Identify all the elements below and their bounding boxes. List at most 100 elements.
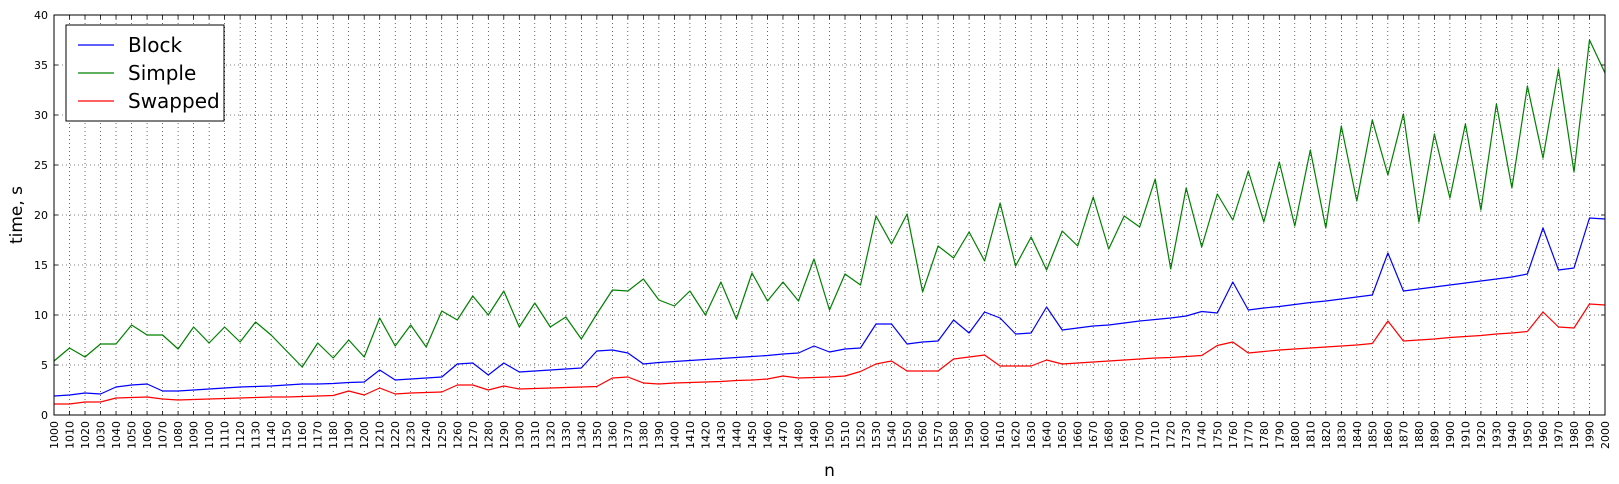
x-tick-label: 1720 — [1165, 421, 1178, 449]
x-tick-label: 1030 — [95, 421, 108, 449]
x-tick-label: 1040 — [110, 421, 123, 449]
x-tick-label: 1140 — [265, 421, 278, 449]
legend-label-simple: Simple — [128, 61, 196, 85]
x-tick-label: 1340 — [575, 421, 588, 449]
x-tick-label: 1230 — [405, 421, 418, 449]
y-tick-label: 40 — [34, 9, 48, 22]
x-tick-label: 1490 — [808, 421, 821, 449]
x-tick-label: 1390 — [653, 421, 666, 449]
x-tick-label: 1120 — [234, 421, 247, 449]
x-tick-label: 1460 — [761, 421, 774, 449]
x-tick-label: 1190 — [343, 421, 356, 449]
x-tick-label: 1020 — [79, 421, 92, 449]
x-tick-label: 1860 — [1382, 421, 1395, 449]
x-tick-label: 1300 — [513, 421, 526, 449]
x-tick-label: 1620 — [1010, 421, 1023, 449]
x-tick-label: 1150 — [281, 421, 294, 449]
y-tick-label: 20 — [34, 209, 48, 222]
x-tick-label: 1700 — [1134, 421, 1147, 449]
x-tick-label: 1440 — [730, 421, 743, 449]
x-tick-label: 1500 — [824, 421, 837, 449]
x-tick-label: 1470 — [777, 421, 790, 449]
x-tick-label: 1200 — [358, 421, 371, 449]
x-tick-label: 1670 — [1087, 421, 1100, 449]
x-tick-label: 1770 — [1242, 421, 1255, 449]
x-tick-label: 1510 — [839, 421, 852, 449]
x-tick-label: 1270 — [467, 421, 480, 449]
x-axis-label: n — [824, 461, 835, 481]
x-tick-label: 1930 — [1490, 421, 1503, 449]
x-tick-label: 1220 — [389, 421, 402, 449]
x-tick-label: 1210 — [374, 421, 387, 449]
x-tick-label: 1260 — [451, 421, 464, 449]
x-tick-label: 1060 — [141, 421, 154, 449]
x-tick-label: 1310 — [529, 421, 542, 449]
ticks: 1000 1010 1020 1030 1040 1050 1060 1070 1080 1090… — [34, 9, 1612, 449]
x-tick-label: 1650 — [1056, 421, 1069, 449]
x-tick-label: 1850 — [1366, 421, 1379, 449]
x-tick-label: 1600 — [979, 421, 992, 449]
x-tick-label: 1250 — [436, 421, 449, 449]
x-tick-label: 1760 — [1227, 421, 1240, 449]
x-tick-label: 1290 — [498, 421, 511, 449]
x-tick-label: 1420 — [699, 421, 712, 449]
x-tick-label: 1320 — [544, 421, 557, 449]
x-tick-label: 1180 — [327, 421, 340, 449]
x-tick-label: 1090 — [188, 421, 201, 449]
x-tick-label: 1890 — [1428, 421, 1441, 449]
y-tick-label: 30 — [34, 109, 48, 122]
x-tick-label: 1740 — [1196, 421, 1209, 449]
x-tick-label: 1360 — [606, 421, 619, 449]
x-tick-label: 1170 — [312, 421, 325, 449]
x-tick-label: 1410 — [684, 421, 697, 449]
x-tick-label: 2000 — [1599, 421, 1612, 449]
x-tick-label: 1550 — [901, 421, 914, 449]
legend-label-swapped: Swapped — [128, 89, 220, 113]
x-tick-label: 1580 — [948, 421, 961, 449]
x-tick-label: 1330 — [560, 421, 573, 449]
series-line-simple — [53, 39, 1606, 368]
x-tick-label: 1880 — [1413, 421, 1426, 449]
x-tick-label: 1430 — [715, 421, 728, 449]
x-tick-label: 1630 — [1025, 421, 1038, 449]
x-tick-label: 1280 — [482, 421, 495, 449]
x-tick-label: 1350 — [591, 421, 604, 449]
x-tick-label: 1530 — [870, 421, 883, 449]
x-tick-label: 1780 — [1258, 421, 1271, 449]
x-tick-label: 1910 — [1459, 421, 1472, 449]
x-tick-label: 1960 — [1537, 421, 1550, 449]
x-tick-label: 1160 — [296, 421, 309, 449]
x-tick-label: 1980 — [1568, 421, 1581, 449]
x-tick-label: 1940 — [1506, 421, 1519, 449]
x-tick-label: 1540 — [886, 421, 899, 449]
x-tick-label: 1790 — [1273, 421, 1286, 449]
x-tick-label: 1680 — [1103, 421, 1116, 449]
series-line-block — [53, 217, 1606, 397]
x-tick-label: 1240 — [420, 421, 433, 449]
x-tick-label: 1070 — [157, 421, 170, 449]
x-tick-label: 1840 — [1351, 421, 1364, 449]
x-tick-label: 1080 — [172, 421, 185, 449]
x-tick-label: 1010 — [64, 421, 77, 449]
x-tick-label: 1830 — [1335, 421, 1348, 449]
x-tick-label: 1640 — [1041, 421, 1054, 449]
y-axis-label: time, s — [7, 186, 27, 244]
x-tick-label: 1870 — [1397, 421, 1410, 449]
x-tick-label: 1380 — [637, 421, 650, 449]
grid — [54, 15, 1605, 415]
series-lines — [53, 39, 1606, 405]
x-tick-label: 1730 — [1180, 421, 1193, 449]
x-tick-label: 1110 — [219, 421, 232, 449]
series-line-swapped — [54, 303, 1606, 405]
y-tick-label: 5 — [41, 359, 48, 372]
x-tick-label: 1610 — [994, 421, 1007, 449]
x-tick-label: 1660 — [1072, 421, 1085, 449]
x-tick-label: 1000 — [48, 421, 61, 449]
x-tick-label: 1710 — [1149, 421, 1162, 449]
x-tick-label: 1590 — [963, 421, 976, 449]
legend-label-block: Block — [128, 33, 183, 57]
y-tick-label: 15 — [34, 259, 48, 272]
legend: Block Simple Swapped — [65, 24, 225, 122]
x-tick-label: 1560 — [917, 421, 930, 449]
